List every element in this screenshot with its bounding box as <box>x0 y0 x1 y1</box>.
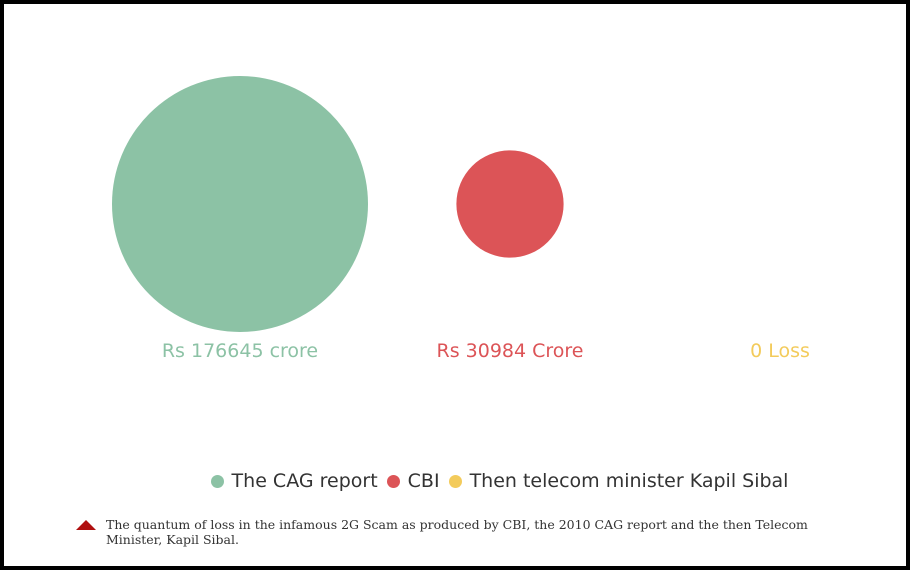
bubble-chart: Rs 176645 crore Rs 30984 Crore 0 Loss <box>112 76 810 362</box>
chart-legend: The CAG report CBI Then telecom minister K… <box>4 467 910 495</box>
chart-caption: The quantum of loss in the infamous 2G S… <box>76 517 866 547</box>
triangle-up-icon <box>76 520 96 530</box>
legend-label: CBI <box>407 470 440 492</box>
value-label-series-3: 0 Loss <box>750 340 810 362</box>
legend-label: Then telecom minister Kapil Sibal <box>469 470 789 492</box>
legend-item-2: CBI <box>386 470 440 492</box>
bubble-series-1 <box>112 76 368 332</box>
legend-swatch-icon <box>448 474 462 488</box>
legend-swatch-icon <box>386 474 400 488</box>
legend-item-1: The CAG report <box>210 470 378 492</box>
legend-label: The CAG report <box>231 470 378 492</box>
caption-text: The quantum of loss in the infamous 2G S… <box>106 517 808 547</box>
value-label-series-1: Rs 176645 crore <box>162 340 318 362</box>
bubble-series-2 <box>456 150 564 258</box>
legend-swatch-icon <box>210 474 224 488</box>
legend-item-3: Then telecom minister Kapil Sibal <box>448 470 789 492</box>
value-label-series-2: Rs 30984 Crore <box>437 340 584 362</box>
